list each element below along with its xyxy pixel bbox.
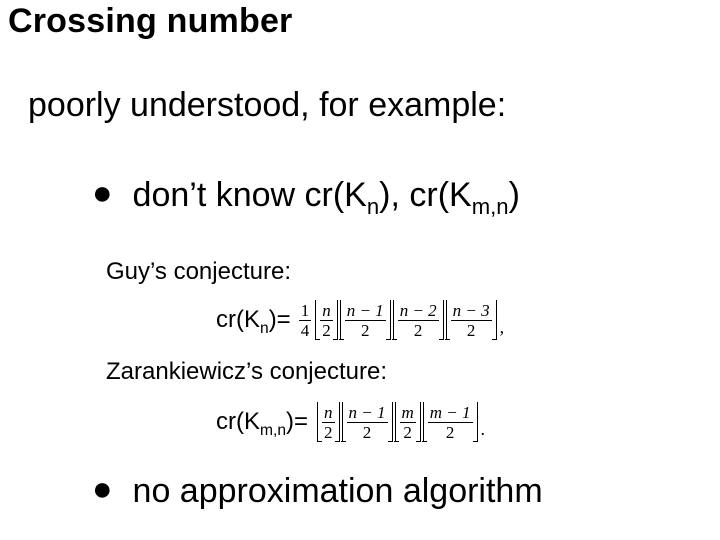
bullet-item-2: ● no approximation algorithm — [92, 472, 543, 511]
slide: Crossing number poorly understood, for e… — [0, 0, 720, 540]
bullet-text-1: don’t know cr(Kn), cr(Km,n) — [133, 176, 520, 215]
floor-term: n − 12 — [342, 402, 393, 442]
zar-lhs: cr(Km,n)= — [216, 408, 308, 436]
bullet-item-1: ● don’t know cr(Kn), cr(Km,n) — [92, 176, 520, 215]
guy-formula: cr(Kn)= 1 4 n2 n − 12 n − 22 n − 32 , — [216, 300, 504, 340]
quarter-fraction: 1 4 — [299, 302, 312, 339]
bullet-dot-icon: ● — [92, 176, 113, 210]
page-title: Crossing number — [8, 2, 292, 41]
floor-term: n2 — [315, 300, 338, 340]
bullet-dot-icon: ● — [92, 472, 113, 506]
floor-term: m2 — [395, 402, 421, 442]
formula-trailing-comma: , — [500, 317, 505, 340]
floor-term: n2 — [317, 402, 340, 442]
floor-term: n − 22 — [393, 300, 444, 340]
guy-conjecture-label: Guy’s conjecture: — [106, 258, 291, 286]
formula-trailing-period: . — [481, 419, 486, 442]
zarankiewicz-conjecture-label: Zarankiewicz’s conjecture: — [106, 358, 387, 386]
subtitle: poorly understood, for example: — [28, 86, 506, 125]
floor-term: n − 32 — [446, 300, 497, 340]
floor-term: n − 12 — [340, 300, 391, 340]
guy-lhs: cr(Kn)= — [216, 306, 291, 334]
zarankiewicz-formula: cr(Km,n)= n2 n − 12 m2 m − 12 . — [216, 402, 485, 442]
bullet-text-2: no approximation algorithm — [133, 472, 543, 511]
floor-term: m − 12 — [423, 402, 478, 442]
